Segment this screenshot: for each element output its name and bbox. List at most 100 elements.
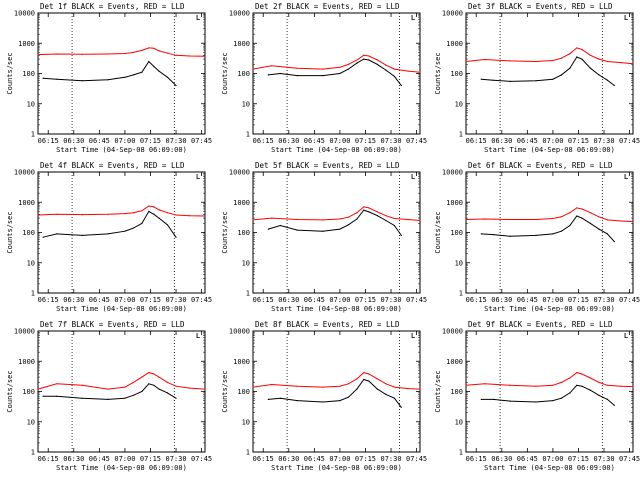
data-point-lld xyxy=(368,373,370,375)
data-point-lld xyxy=(576,207,578,209)
data-point-lld xyxy=(589,54,592,56)
y-tick-label: 1 xyxy=(459,131,463,139)
y-tick-label: 100 xyxy=(22,70,35,78)
x-tick-label: 06:45 xyxy=(89,296,110,304)
data-point-lld xyxy=(296,218,298,221)
data-point-events xyxy=(81,234,83,236)
data-point-events xyxy=(606,398,609,400)
y-tick-label: 100 xyxy=(237,229,250,237)
data-point-events xyxy=(132,74,134,76)
data-point-lld xyxy=(598,216,600,218)
data-point-lld xyxy=(552,217,554,220)
data-point-lld xyxy=(376,211,378,213)
data-point-events xyxy=(296,75,298,77)
y-tick-label: 1 xyxy=(459,449,463,457)
data-point-lld xyxy=(465,60,467,63)
x-tick-label: 06:30 xyxy=(278,296,299,304)
x-tick-label: 06:30 xyxy=(491,296,512,304)
y-tick-label: 1000 xyxy=(233,199,250,207)
data-point-lld xyxy=(598,381,600,383)
corner-mark: L xyxy=(624,173,628,181)
y-tick-label: 100 xyxy=(237,388,250,396)
data-point-events xyxy=(569,392,571,394)
data-point-events xyxy=(613,404,615,406)
x-tick-label: 07:45 xyxy=(406,137,427,145)
data-point-events xyxy=(368,211,370,213)
data-point-events xyxy=(296,400,298,402)
data-point-events xyxy=(598,74,600,76)
data-point-lld xyxy=(153,373,155,375)
x-tick-label: 06:15 xyxy=(253,137,274,145)
data-point-events xyxy=(107,79,109,81)
y-tick-label: 1000 xyxy=(233,358,250,366)
data-point-events xyxy=(552,233,554,235)
data-point-events xyxy=(267,228,269,230)
data-point-events xyxy=(598,394,600,396)
data-point-lld xyxy=(347,216,349,218)
data-point-lld xyxy=(589,377,592,379)
data-point-events xyxy=(347,68,349,70)
data-point-lld xyxy=(252,386,254,388)
data-point-lld xyxy=(363,372,365,374)
data-point-lld xyxy=(296,385,298,387)
data-point-lld xyxy=(393,386,395,388)
panel-title: Det 1f BLACK = Events, RED = LLD xyxy=(40,2,185,11)
data-point-events xyxy=(400,234,402,236)
detector-panel-2: Det 2f BLACK = Events, RED = LLDLL110100… xyxy=(221,2,427,154)
x-tick-label: 07:15 xyxy=(568,455,589,463)
x-tick-label: 07:30 xyxy=(593,137,614,145)
x-tick-label: 06:15 xyxy=(253,296,274,304)
series-line-lld xyxy=(37,205,206,217)
data-point-events xyxy=(589,389,592,391)
data-point-lld xyxy=(37,388,39,390)
plot-frame xyxy=(465,171,634,294)
data-point-events xyxy=(347,396,349,398)
data-point-events xyxy=(339,400,341,402)
x-tick-label: 06:45 xyxy=(89,455,110,463)
x-tick-label: 07:00 xyxy=(542,137,563,145)
y-tick-label: 1000 xyxy=(446,358,463,366)
data-point-lld xyxy=(484,218,486,220)
data-point-lld xyxy=(271,383,273,386)
data-point-lld xyxy=(148,205,150,207)
data-point-lld xyxy=(37,54,39,56)
x-tick-label: 06:30 xyxy=(491,137,512,145)
data-point-events xyxy=(153,65,155,68)
data-point-events xyxy=(552,78,554,80)
data-point-events xyxy=(492,398,494,400)
data-point-events xyxy=(535,234,537,236)
data-point-events xyxy=(492,79,494,81)
panel-title: Det 2f BLACK = Events, RED = LLD xyxy=(255,2,400,11)
y-tick-label: 1 xyxy=(459,290,463,298)
data-point-lld xyxy=(132,381,134,383)
data-point-lld xyxy=(175,214,177,216)
series-line-events xyxy=(268,58,402,86)
data-point-events xyxy=(166,392,169,394)
x-tick-label: 07:30 xyxy=(380,455,401,463)
data-point-events xyxy=(560,74,563,76)
x-tick-label: 06:30 xyxy=(278,455,299,463)
data-point-events xyxy=(368,59,370,61)
data-point-lld xyxy=(322,386,324,388)
data-point-lld xyxy=(148,47,150,49)
x-tick-label: 06:45 xyxy=(517,455,538,463)
data-point-lld xyxy=(204,388,206,390)
corner-mark: L xyxy=(624,14,628,22)
data-point-events xyxy=(166,76,169,78)
data-point-events xyxy=(363,378,365,381)
y-tick-label: 10000 xyxy=(229,10,250,18)
x-tick-label: 06:30 xyxy=(278,137,299,145)
series-line-events xyxy=(42,210,177,238)
data-point-lld xyxy=(393,217,395,220)
data-point-lld xyxy=(107,388,109,390)
series-line-lld xyxy=(252,206,421,221)
corner-mark: L xyxy=(624,332,628,340)
x-tick-label: 06:45 xyxy=(517,296,538,304)
panel-title: Det 5f BLACK = Events, RED = LLD xyxy=(255,161,400,170)
data-point-events xyxy=(124,397,126,399)
data-point-lld xyxy=(81,214,83,216)
series-line-lld xyxy=(465,47,634,65)
data-point-lld xyxy=(368,207,370,209)
x-tick-label: 07:45 xyxy=(619,137,640,145)
